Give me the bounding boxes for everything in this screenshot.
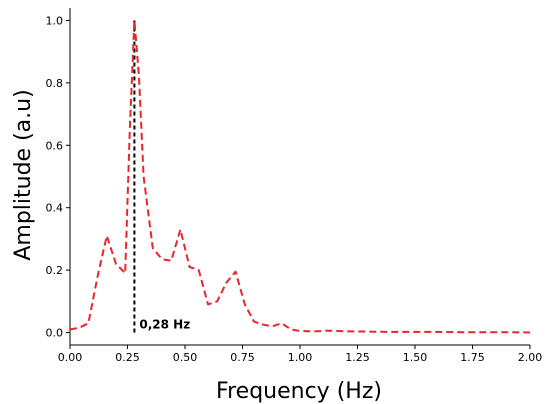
y-tick-label: 0.0 <box>46 327 64 340</box>
x-tick-label: 0.25 <box>115 351 140 364</box>
x-tick-label: 0.50 <box>173 351 198 364</box>
x-tick-label: 1.00 <box>288 351 313 364</box>
x-tick-label: 2.00 <box>518 351 543 364</box>
amplitude-series-line <box>69 19 531 334</box>
y-tick-label: 1.0 <box>46 14 64 27</box>
x-axis-title: Frequency (Hz) <box>216 379 382 404</box>
x-tick-label: 0.75 <box>230 351 255 364</box>
y-tick-label: 0.6 <box>46 139 64 152</box>
y-axis-title: Amplitude (a.u) <box>11 89 36 260</box>
y-tick-label: 0.4 <box>46 202 64 215</box>
y-tick-label: 0.2 <box>46 264 64 277</box>
x-tick-label: 1.75 <box>460 351 485 364</box>
plot-area: 0.00 0.25 0.50 0.75 1.00 1.25 1.50 1.75 2.00 0.0 0… <box>46 8 543 364</box>
y-tick-label: 0.8 <box>46 77 64 90</box>
peak-marker-label: 0,28 Hz <box>139 318 190 332</box>
x-tick-label: 1.50 <box>403 351 428 364</box>
x-tick-label: 1.25 <box>345 351 370 364</box>
x-tick-label: 0.00 <box>58 351 83 364</box>
